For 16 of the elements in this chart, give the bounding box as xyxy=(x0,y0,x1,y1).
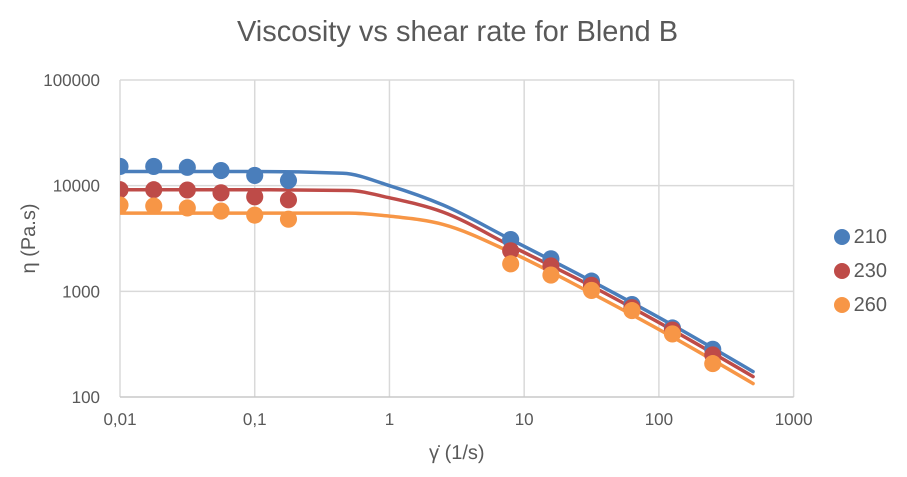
x-tick-label: 0,01 xyxy=(103,410,137,430)
y-tick-label: 100000 xyxy=(43,71,100,90)
y-axis-title: η (Pa.s) xyxy=(18,203,40,274)
x-tick-label: 1 xyxy=(384,410,394,430)
y-tick-label: 1000 xyxy=(62,282,100,302)
x-tick-label: 0,1 xyxy=(242,410,267,430)
x-axis-title: γ̇ (1/s) xyxy=(429,442,485,464)
x-tick-label: 1000 xyxy=(774,410,813,430)
legend-label: 230 xyxy=(854,260,887,282)
legend-label: 210 xyxy=(854,226,887,248)
chart-title: Viscosity vs shear rate for Blend B xyxy=(236,15,680,50)
y-tick-label: 100 xyxy=(72,388,100,408)
x-tick-label: 100 xyxy=(644,410,674,430)
y-tick-label: 10000 xyxy=(52,176,100,196)
x-tick-label: 10 xyxy=(514,410,534,430)
legend-label: 260 xyxy=(854,294,887,316)
